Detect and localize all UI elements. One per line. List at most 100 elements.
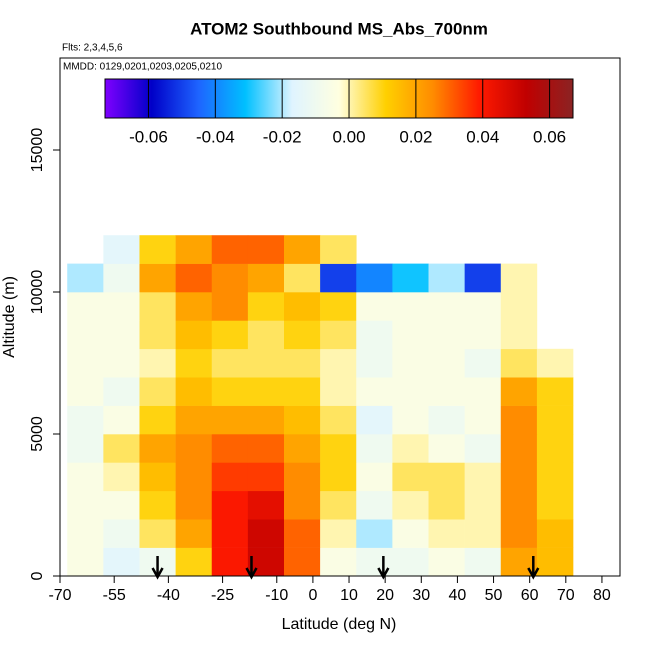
heat-cell — [247, 462, 285, 492]
x-tick-label: -55 — [103, 587, 126, 604]
heat-cell — [247, 320, 285, 350]
heat-cell — [356, 462, 393, 492]
heat-cell — [392, 348, 429, 378]
heat-cell — [139, 490, 176, 520]
heat-cell — [103, 320, 140, 350]
heat-cell — [284, 263, 321, 293]
x-tick-label: 60 — [521, 587, 539, 604]
heat-cell — [284, 292, 321, 321]
heat-cell — [464, 320, 502, 350]
heat-cell — [320, 320, 357, 350]
heat-cell — [500, 462, 538, 492]
y-axis-label: Altitude (m) — [1, 276, 18, 358]
heat-cell — [428, 377, 465, 406]
heat-cell — [103, 490, 140, 520]
x-tick-label: 30 — [412, 587, 430, 604]
colorbar-tick-label: -0.02 — [263, 127, 302, 146]
heat-cell — [211, 519, 249, 548]
heat-cell — [67, 490, 104, 520]
heat-cell — [536, 348, 574, 378]
plot-frame — [59, 57, 621, 577]
heat-cell — [284, 405, 321, 435]
heat-cell — [139, 348, 176, 378]
y-tick-label: 0 — [29, 571, 46, 580]
heat-cell — [500, 519, 538, 548]
heat-cell — [67, 547, 104, 577]
heat-cell — [247, 377, 285, 406]
heat-cell — [428, 519, 465, 548]
heat-cell — [428, 547, 465, 577]
heat-cell — [464, 405, 502, 435]
x-tick-label: -70 — [48, 587, 71, 604]
heat-cell — [67, 519, 104, 548]
colorbar-tick-label: 0.06 — [533, 127, 566, 146]
heat-cell — [536, 490, 574, 520]
annotation: MMDD: 0129,0201,0203,0205,0210 — [63, 62, 222, 73]
heat-cell — [211, 348, 249, 378]
heat-cell — [175, 490, 213, 520]
arrow-head — [245, 567, 258, 580]
heat-cell — [320, 519, 357, 548]
colorbar-tick-label: 0.00 — [332, 127, 365, 146]
heat-cell — [67, 462, 104, 492]
heat-cell — [211, 462, 249, 492]
heat-cell — [284, 490, 321, 520]
heat-cell — [67, 348, 104, 378]
heat-cell — [320, 405, 357, 435]
heat-cell — [247, 292, 285, 321]
heat-cell — [536, 405, 574, 435]
heat-cell — [175, 462, 213, 492]
heat-cell — [103, 263, 140, 293]
heat-cell — [103, 235, 140, 264]
heat-cell — [284, 235, 321, 264]
y-tick-label: 15000 — [29, 128, 46, 173]
heat-cell — [103, 434, 140, 463]
arrow-head — [527, 567, 540, 580]
heat-cell — [428, 490, 465, 520]
x-tick-label: -40 — [157, 587, 180, 604]
heat-cell — [428, 405, 465, 435]
heat-cell — [175, 519, 213, 548]
heat-cell — [211, 547, 249, 577]
heat-cell — [67, 292, 104, 321]
heat-cell — [392, 462, 429, 492]
heat-cell — [175, 348, 213, 378]
heat-cell — [392, 263, 429, 293]
heat-cell — [103, 519, 140, 548]
heat-cell — [139, 405, 176, 435]
heat-cell — [536, 462, 574, 492]
heat-cell — [464, 348, 502, 378]
heat-cell — [536, 547, 574, 577]
heat-cell — [67, 377, 104, 406]
heat-cell — [247, 519, 285, 548]
heat-cell — [428, 462, 465, 492]
heat-cell — [139, 292, 176, 321]
arrow-head — [151, 567, 164, 580]
heat-cell — [284, 519, 321, 548]
heat-cell — [247, 235, 285, 264]
x-tick-label: 50 — [485, 587, 503, 604]
heat-cell — [175, 547, 213, 577]
heat-cell — [392, 434, 429, 463]
heat-cell — [356, 434, 393, 463]
heat-cell — [320, 292, 357, 321]
heat-cell — [428, 320, 465, 350]
colorbar-tick-label: -0.04 — [196, 127, 235, 146]
chart-title: ATOM2 Southbound MS_Abs_700nm — [190, 19, 488, 38]
x-tick-label: 20 — [376, 587, 394, 604]
heat-cell — [211, 292, 249, 321]
heat-cell — [67, 434, 104, 463]
heat-cell — [356, 377, 393, 406]
heat-cell — [356, 405, 393, 435]
heat-cell — [284, 462, 321, 492]
colorbar-tick-label: -0.06 — [129, 127, 168, 146]
heat-cell — [103, 405, 140, 435]
heat-cell — [67, 320, 104, 350]
heat-cell — [139, 377, 176, 406]
heat-cell — [211, 320, 249, 350]
x-tick-label: 0 — [308, 587, 317, 604]
heat-cell — [247, 490, 285, 520]
y-tick-label: 5000 — [29, 416, 46, 452]
heat-cell — [247, 348, 285, 378]
heat-cell — [284, 434, 321, 463]
